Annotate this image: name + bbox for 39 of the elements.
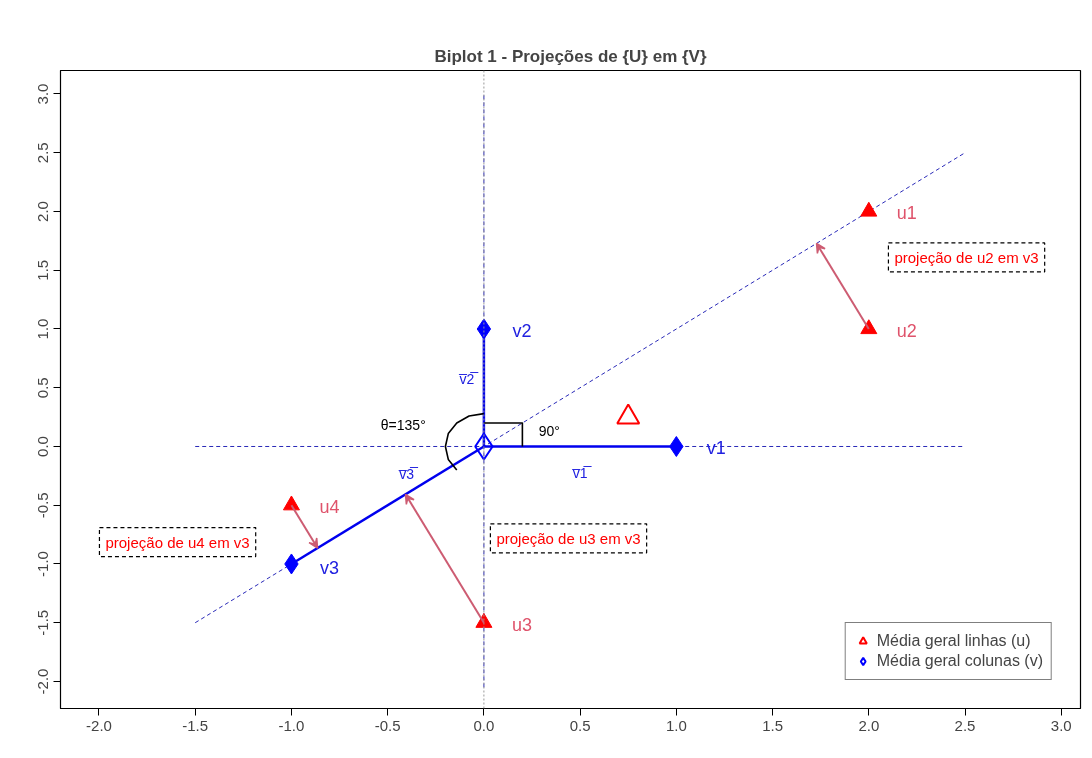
y-tick-label: -2.0: [34, 668, 52, 695]
y-tick-label: 3.0: [34, 83, 52, 105]
annotation: u1: [896, 203, 917, 224]
annotation: θ=135°: [380, 416, 426, 433]
y-tick-label: 0.0: [34, 436, 52, 457]
y-tick-label: -1.5: [34, 609, 52, 636]
x-tick-label: -1.0: [278, 716, 305, 734]
annotation: 90°: [538, 422, 560, 439]
annotation: u2: [896, 320, 917, 341]
annotation: v̅1̅: [571, 465, 593, 482]
annotation: v̅2̅: [457, 370, 480, 387]
annotation: projeção de u3 em v3: [496, 529, 641, 547]
annotation: v̅3̅: [397, 466, 420, 483]
x-tick-label: 0.5: [569, 716, 591, 734]
y-tick-label: 1.0: [34, 318, 52, 340]
annotation: v2: [512, 320, 532, 341]
x-tick-label: 0.0: [473, 716, 495, 734]
y-tick-label: -1.0: [34, 551, 52, 577]
annotation: u3: [511, 614, 532, 635]
annotation: v3: [319, 557, 339, 578]
x-tick-label: 3.0: [1050, 716, 1072, 734]
y-tick-label: 0.5: [34, 377, 52, 399]
x-tick-label: 1.5: [762, 716, 784, 734]
x-tick-label: 2.0: [858, 716, 880, 734]
annotation: projeção de u4 em v3: [105, 533, 250, 551]
y-tick-label: -0.5: [34, 492, 52, 519]
y-tick-label: 2.0: [34, 201, 52, 222]
x-tick-label: -0.5: [374, 716, 401, 734]
x-tick-label: 2.5: [954, 716, 976, 734]
legend-label: Média geral linhas (u): [876, 632, 1031, 650]
annotation: u4: [319, 497, 340, 518]
x-tick-label: -2.0: [86, 716, 112, 734]
x-tick-label: -1.5: [182, 716, 209, 734]
chart-title: Biplot 1 - Projeções de {U} em {V}: [434, 46, 707, 66]
annotation: projeção de u2 em v3: [894, 248, 1039, 266]
y-tick-label: 2.5: [34, 142, 52, 164]
legend-label: Média geral colunas (v): [876, 652, 1043, 670]
y-tick-label: 1.5: [34, 259, 52, 281]
x-tick-label: 1.0: [665, 716, 687, 734]
